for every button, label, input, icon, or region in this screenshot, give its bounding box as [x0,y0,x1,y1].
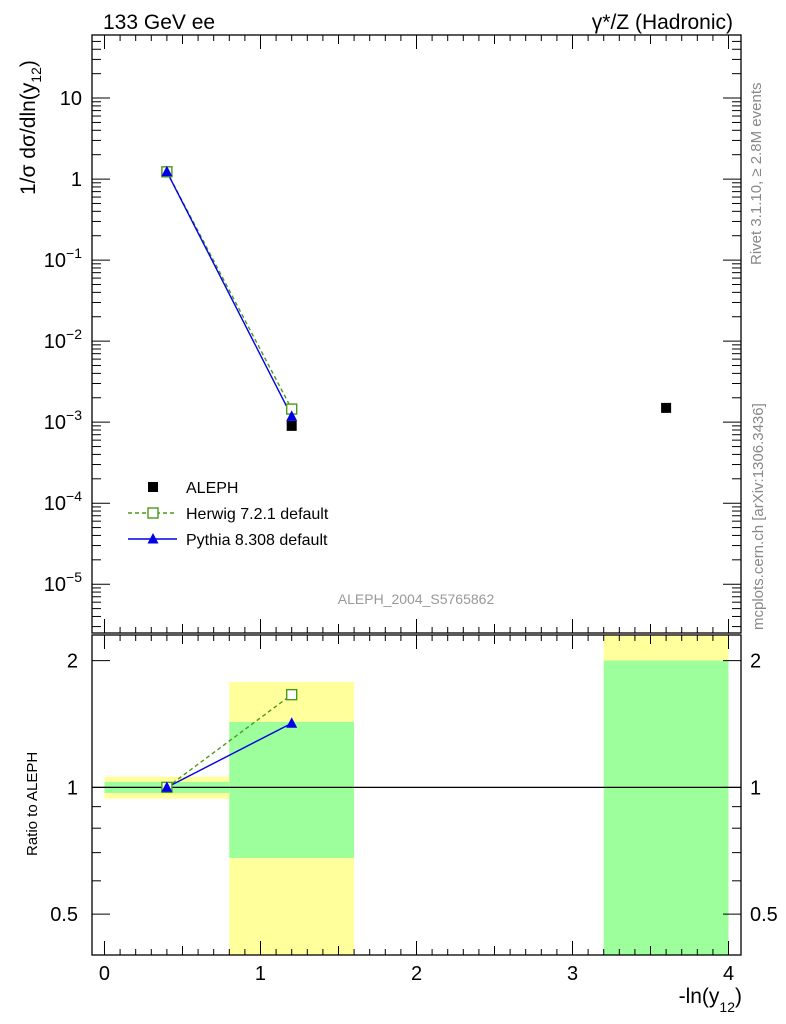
svg-text:1/σ dσ/dln(y12): 1/σ dσ/dln(y12) [17,60,44,195]
analysis-watermark: ALEPH_2004_S5765862 [338,591,495,607]
legend-label: ALEPH [186,480,238,497]
x-axis-title: -ln(y12) [679,985,742,1015]
header-right: γ*/Z (Hadronic) [592,11,733,34]
header-left: 133 GeV ee [103,11,215,34]
ratio-pythia-point [161,781,173,792]
aleph-point [286,420,297,431]
legend-herwig-marker [147,507,159,519]
upper-panel: 10−5 10−4 10−3 10−2 10−1 1 10 ALEPH Herwig 7.2.1… [44,34,742,634]
svg-text:-ln(y12): -ln(y12) [679,985,742,1015]
pythia-line [166,171,293,417]
ratio-y-tick-label-right: 0.5 [750,904,778,926]
x-tick-label: 2 [411,963,422,985]
ratio-herwig-line [166,694,293,788]
y-tick-label: 10 [60,88,82,110]
ratio-y-axis-title: Ratio to ALEPH [24,752,41,856]
y-tick-label: 10−1 [44,245,82,272]
ratio-herwig-point [285,688,298,701]
ratio-y-tick-label-left: 0.5 [50,904,78,926]
ratio-y-tick-label-right: 2 [750,651,761,673]
ratio-panel: 0 1 2 3 4 0.5 0.5 1 1 2 2 [50,634,778,985]
ratio-band-inner [229,721,355,858]
legend-pythia-marker [147,533,159,544]
x-tick-label: 4 [723,963,734,985]
y-tick-label: 1 [71,169,82,191]
y-tick-label: 10−4 [44,488,82,515]
x-tick-label: 0 [99,963,110,985]
aleph-point [661,402,672,413]
ratio-y-tick-label-right: 1 [750,777,761,799]
legend-label: Pythia 8.308 default [186,532,328,549]
rivet-info: Rivet 3.1.10, ≥ 2.8M events [748,83,765,266]
x-tick-label: 3 [567,963,578,985]
ratio-band-inner [603,660,729,955]
pythia-point [161,165,173,177]
legend-aleph-marker [148,482,158,492]
ratio-y-tick-label-left: 1 [67,777,78,799]
y-tick-label: 10−3 [44,407,82,434]
y-tick-label: 10−2 [44,326,82,353]
x-tick-label: 1 [255,963,266,985]
legend: ALEPH Herwig 7.2.1 default Pythia 8.308 de… [128,480,329,549]
upper-y-axis-title: 1/σ dσ/dln(y12) [17,60,44,195]
pythia-point [286,410,298,421]
mcplots-info: mcplots.cern.ch [arXiv:1306.3436] [750,403,767,630]
ratio-pythia-point [286,717,298,728]
ratio-y-tick-label-left: 2 [67,651,78,673]
y-tick-label: 10−5 [44,569,82,596]
legend-label: Herwig 7.2.1 default [186,506,329,523]
ratio-pythia-line [166,722,293,788]
